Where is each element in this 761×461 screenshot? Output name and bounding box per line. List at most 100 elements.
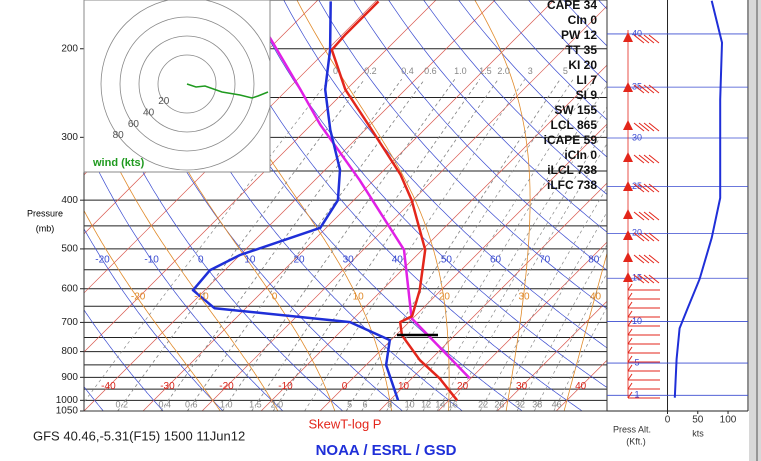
labels: -20 -10 0 10 20 30 400 0.2 0.4 0.6 1.0 1.5 2.0 3 50.2 0… <box>56 0 602 417</box>
dry-adiabat-label: 50 <box>441 255 453 266</box>
mixing-ratio-label: 26 <box>494 400 504 410</box>
mixing-ratio-label: 3 <box>528 66 533 76</box>
y-tick-label: 900 <box>61 372 78 383</box>
wind-barb <box>643 211 655 221</box>
mixing-ratio-label: 1.0 <box>220 400 233 410</box>
wind-barb <box>627 391 633 399</box>
y-tick-label: 800 <box>61 346 78 357</box>
wind-barb <box>627 346 633 354</box>
wind-barb <box>643 183 655 193</box>
mixing-ratio-line <box>187 79 425 411</box>
wind-y-label: (Kft.) <box>626 436 646 446</box>
wind-barb <box>648 211 660 221</box>
plot-frame <box>83 0 608 412</box>
mixing-ratio-line <box>272 79 499 411</box>
hodograph-frame <box>83 0 271 173</box>
mixing-ratio-label: 5 <box>347 400 352 410</box>
moist-adiabat <box>474 0 531 411</box>
mixing-ratio-line <box>251 79 481 411</box>
wind-x-tick-label: 50 <box>692 415 704 426</box>
index-value: PW 12 <box>561 28 597 42</box>
mixing-ratio-line <box>345 79 561 411</box>
mixing-ratio-label: 0.6 <box>424 66 437 76</box>
wind-barb <box>633 183 645 193</box>
wind-barb <box>638 154 650 164</box>
hodograph-ring <box>100 0 270 171</box>
moist-adiabat-label: 10 <box>353 292 365 303</box>
mixing-ratio-line <box>449 143 607 411</box>
dry-adiabat-label: 70 <box>539 255 551 266</box>
y-tick-label: 500 <box>61 244 78 255</box>
window-edge <box>749 0 761 461</box>
mixing-ratio-line <box>304 79 526 411</box>
wind-barb <box>638 274 650 284</box>
moist-adiabat-label: -10 <box>194 292 209 303</box>
moist-adiabat-label: 20 <box>439 292 451 303</box>
x-tick-label: -30 <box>160 381 175 392</box>
index-value: iLCL 738 <box>547 163 597 177</box>
dry-adiabat-label: 30 <box>343 255 355 266</box>
dry-adiabat-label: 40 <box>392 255 404 266</box>
wind-barb <box>627 310 633 318</box>
mixing-ratio-line <box>84 79 330 403</box>
mixing-ratio-label: 1.5 <box>479 66 492 76</box>
mixing-ratio-label: 6 <box>363 400 368 410</box>
wind-barb <box>633 84 645 94</box>
mixing-ratio-label: 46 <box>552 400 562 410</box>
altitude-tick-label: 30 <box>632 132 642 142</box>
mixing-ratio-label: 38 <box>532 400 542 410</box>
mixing-ratio-label: 2.0 <box>497 66 510 76</box>
wind-barb <box>627 364 633 372</box>
wind-barb <box>648 84 660 94</box>
y-axis-unit: (mb) <box>36 223 55 233</box>
wind-barb <box>648 34 660 44</box>
parcel-line <box>246 0 471 380</box>
temperature-line <box>330 0 459 402</box>
mixing-ratio-label: 10 <box>405 400 415 410</box>
isotherm <box>496 300 607 411</box>
x-tick-label: -10 <box>278 381 293 392</box>
wind-barb <box>648 274 660 284</box>
mixing-ratio-line <box>160 79 402 411</box>
mixing-ratio-line <box>361 79 574 411</box>
y-tick-label: 1050 <box>56 406 79 417</box>
moist-adiabat <box>296 0 450 411</box>
y-tick-label: 300 <box>61 132 78 143</box>
index-value: iLFC 738 <box>547 178 597 192</box>
dry-adiabat <box>318 0 607 310</box>
x-tick-label: 20 <box>457 381 469 392</box>
wind-barb <box>643 154 655 164</box>
y-axis-label: Pressure <box>27 208 63 218</box>
wind-x-tick-label: 0 <box>665 415 671 426</box>
wind-barb <box>648 232 660 242</box>
dry-adiabat-label: -10 <box>144 255 159 266</box>
wind-barb <box>643 274 655 284</box>
mixing-ratio-label: 0.2 <box>116 400 129 410</box>
index-value: CAPE 34 <box>547 0 597 12</box>
wind-barb <box>643 34 655 44</box>
dry-adiabat <box>213 0 583 411</box>
wind-barb <box>643 232 655 242</box>
y-tick-label: 200 <box>61 43 78 54</box>
wind-barb <box>633 154 645 164</box>
dry-adiabat-label: 60 <box>490 255 502 266</box>
wind-barb <box>638 84 650 94</box>
dry-adiabat <box>84 309 164 411</box>
wind-barb <box>648 154 660 164</box>
wind-barb <box>627 373 633 381</box>
mixing-ratio-label: 1.0 <box>454 66 467 76</box>
mixing-ratio-label: 22 <box>478 400 488 410</box>
dry-adiabat-label: 0 <box>198 255 204 266</box>
hodograph-ring <box>157 54 217 114</box>
moist-adiabat-label: 0 <box>272 292 278 303</box>
wind-barb <box>627 355 633 363</box>
wind-speed-line <box>673 0 724 398</box>
x-tick-label: 10 <box>398 381 410 392</box>
mixing-ratio-label: 5 <box>563 66 568 76</box>
altitude-tick-label: 10 <box>632 316 642 326</box>
wind-barb <box>633 254 645 264</box>
mixing-ratio-line <box>386 79 595 411</box>
wind-barb <box>627 337 633 345</box>
mixing-ratio-label: 16 <box>448 400 458 410</box>
